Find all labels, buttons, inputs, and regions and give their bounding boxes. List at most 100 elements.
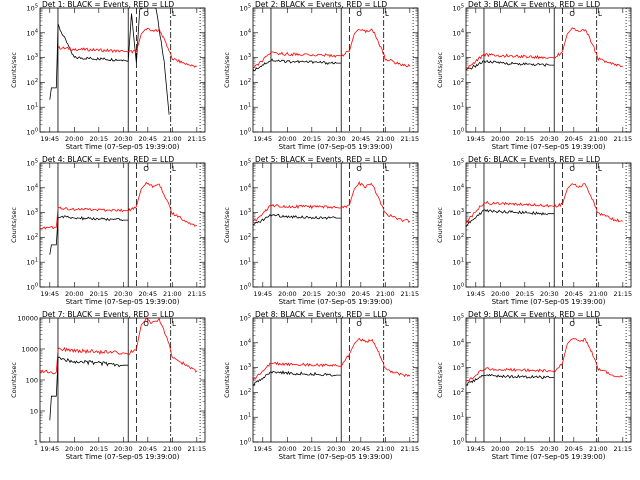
y-tick-label: 102 (240, 233, 251, 242)
series-line-lld (252, 28, 411, 70)
x-tick-label: 19:45 (466, 445, 485, 453)
x-tick-label: 19:45 (253, 290, 272, 298)
series-line-events (252, 58, 342, 72)
x-tick-label: 19:45 (40, 135, 59, 143)
x-axis-label: Start Time (07-Sep-05 19:39:00) (66, 143, 180, 151)
y-tick-label: 1 (34, 439, 38, 447)
panel-title: Det 4: BLACK = Events, RED = LLD (42, 155, 174, 164)
x-tick-label: 20:15 (302, 290, 321, 298)
y-tick-label: 100 (453, 128, 464, 137)
x-tick-label: 20:00 (491, 290, 510, 298)
x-tick-label: 21:00 (376, 290, 395, 298)
y-tick-label: 104 (453, 28, 464, 37)
series-line-lld (252, 337, 411, 381)
y-tick-label: 102 (240, 388, 251, 397)
y-axis-label: Counts/sec (10, 207, 18, 243)
x-tick-label: 21:15 (400, 445, 419, 453)
y-tick-label: 103 (240, 363, 251, 372)
panel-det-9: Det 9: BLACK = Events, RED = LLD 100 101 10… (436, 310, 632, 461)
marker-l: L (598, 320, 602, 328)
marker-o: O (143, 165, 149, 173)
marker-o: O (356, 165, 362, 173)
y-tick-label: 102 (453, 78, 464, 87)
x-tick-label: 21:15 (400, 135, 419, 143)
x-tick-label: 20:00 (278, 290, 297, 298)
y-tick-label: 105 (453, 314, 464, 323)
x-tick-label: 20:45 (564, 290, 583, 298)
panel-title: Det 7: BLACK = Events, RED = LLD (42, 310, 174, 319)
x-tick-label: 19:45 (466, 135, 485, 143)
panel-title: Det 3: BLACK = Events, RED = LLD (468, 0, 600, 9)
y-tick-label: 100 (453, 438, 464, 447)
x-tick-label: 20:45 (564, 135, 583, 143)
series-line-lld (57, 27, 197, 68)
y-tick-label: 103 (240, 208, 251, 217)
series-line-events (49, 215, 129, 255)
y-tick-label: 104 (240, 338, 251, 347)
y-tick-label: 102 (240, 78, 251, 87)
series-line-events (252, 370, 342, 387)
x-tick-label: 21:00 (163, 290, 182, 298)
x-tick-label: 21:00 (163, 445, 182, 453)
x-tick-label: 21:00 (376, 445, 395, 453)
x-tick-label: 20:45 (138, 290, 157, 298)
marker-o: O (356, 10, 362, 18)
x-tick-label: 21:15 (400, 290, 419, 298)
x-tick-label: 20:30 (327, 135, 346, 143)
marker-o: O (143, 10, 149, 18)
x-tick-label: 19:45 (253, 445, 272, 453)
x-tick-label: 21:00 (589, 135, 608, 143)
y-axis-label: Counts/sec (10, 362, 18, 398)
x-tick-label: 19:45 (466, 290, 485, 298)
x-tick-label: 21:15 (613, 135, 632, 143)
y-axis-label: Counts/sec (436, 52, 444, 88)
series-line-events (465, 208, 555, 227)
y-tick-label: 104 (453, 183, 464, 192)
y-tick-label: 105 (240, 159, 251, 168)
y-tick-label: 101 (453, 413, 464, 422)
y-tick-label: 103 (453, 53, 464, 62)
y-tick-label: 103 (27, 208, 38, 217)
x-tick-label: 20:00 (278, 135, 297, 143)
plot-frame (39, 7, 206, 133)
x-tick-label: 20:00 (65, 290, 84, 298)
x-tick-label: 20:45 (564, 445, 583, 453)
x-tick-label: 19:45 (40, 290, 59, 298)
y-tick-label: 103 (453, 363, 464, 372)
plot-frame (39, 162, 206, 288)
marker-l: L (598, 10, 602, 18)
x-tick-label: 21:15 (613, 290, 632, 298)
x-tick-label: 20:15 (89, 445, 108, 453)
y-tick-label: 104 (27, 183, 38, 192)
y-tick-label: 10000 (17, 315, 38, 323)
marker-l: L (172, 165, 176, 173)
y-axis-label: Counts/sec (436, 362, 444, 398)
y-tick-label: 103 (27, 53, 38, 62)
marker-o: O (143, 320, 149, 328)
x-tick-label: 20:15 (515, 135, 534, 143)
x-axis-label: Start Time (07-Sep-05 19:39:00) (66, 298, 180, 306)
x-tick-label: 21:15 (187, 290, 206, 298)
marker-o: O (569, 320, 575, 328)
panel-title: Det 9: BLACK = Events, RED = LLD (468, 310, 600, 319)
x-tick-label: 20:45 (351, 135, 370, 143)
series-line-events (252, 213, 342, 225)
x-tick-label: 20:15 (302, 445, 321, 453)
x-tick-label: 20:30 (540, 290, 559, 298)
y-tick-label: 100 (240, 128, 251, 137)
x-tick-label: 20:30 (540, 135, 559, 143)
series-line-events (465, 373, 555, 387)
x-tick-label: 20:00 (65, 445, 84, 453)
x-tick-label: 21:00 (376, 135, 395, 143)
x-tick-label: 20:45 (351, 445, 370, 453)
panel-det-6: Det 6: BLACK = Events, RED = LLD 100 101 10… (436, 155, 632, 306)
y-tick-label: 102 (453, 388, 464, 397)
y-tick-label: 104 (240, 28, 251, 37)
y-axis-label: Counts/sec (223, 362, 231, 398)
x-tick-label: 20:00 (491, 445, 510, 453)
x-axis-label: Start Time (07-Sep-05 19:39:00) (279, 298, 393, 306)
y-tick-label: 104 (240, 183, 251, 192)
y-tick-label: 103 (453, 208, 464, 217)
